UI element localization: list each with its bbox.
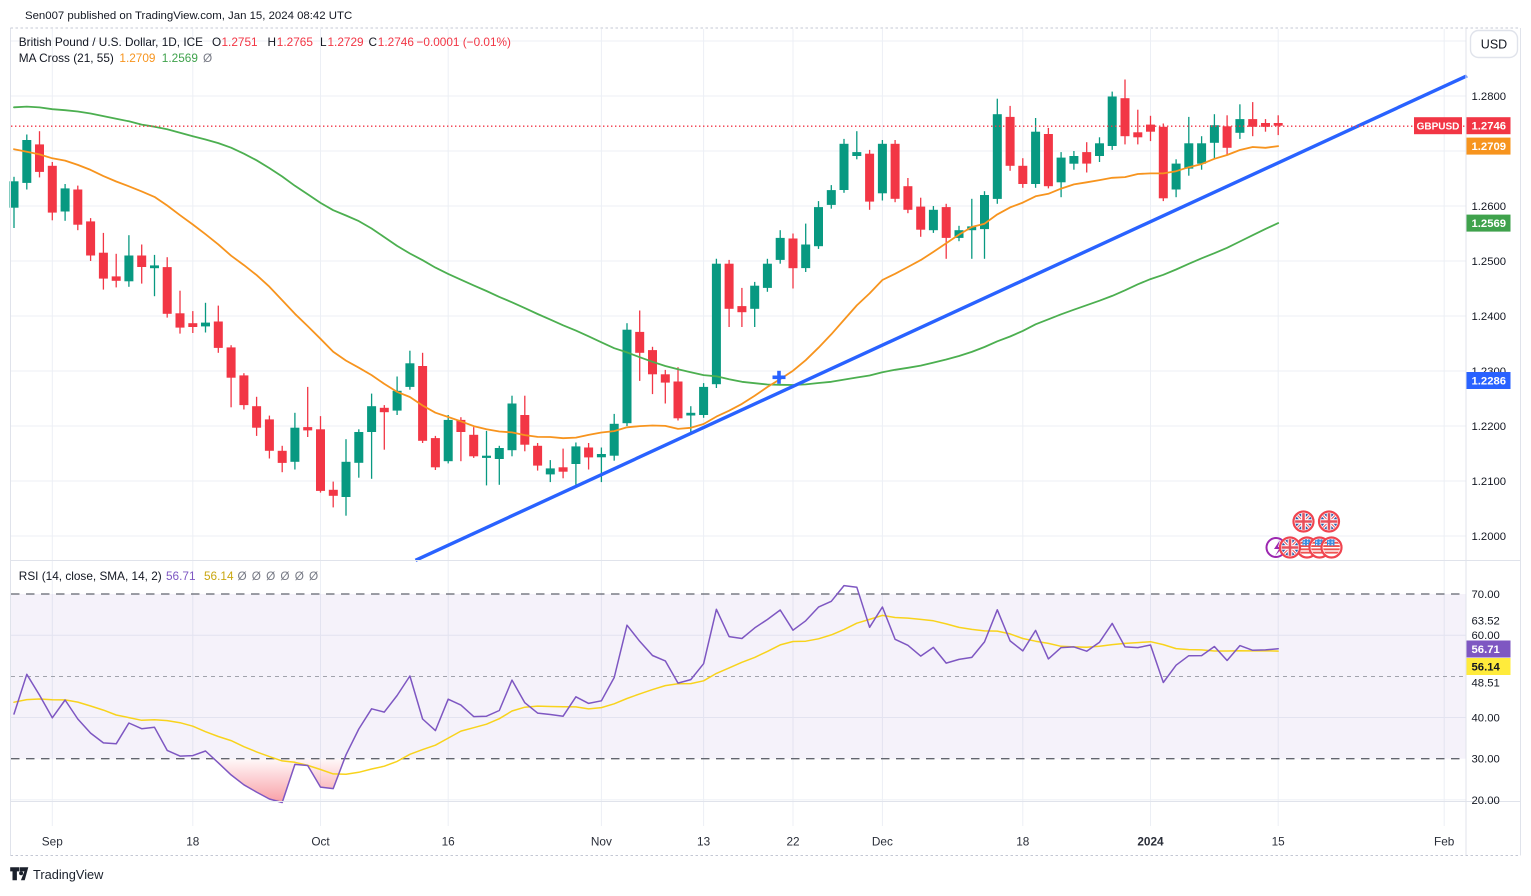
svg-text:70.00: 70.00	[1472, 589, 1500, 601]
svg-text:Oct: Oct	[311, 835, 330, 849]
svg-text:Sen007 published on TradingVie: Sen007 published on TradingView.com, Jan…	[25, 10, 352, 22]
svg-text:1.2500: 1.2500	[1472, 256, 1507, 268]
svg-text:1.2286: 1.2286	[1472, 376, 1507, 388]
svg-text:1.2000: 1.2000	[1472, 531, 1507, 543]
svg-text:1.2200: 1.2200	[1472, 421, 1507, 433]
svg-text:15: 15	[1272, 835, 1286, 849]
svg-text:TradingView: TradingView	[33, 867, 104, 882]
svg-text:30.00: 30.00	[1472, 754, 1500, 766]
svg-text:RSI (14, close, SMA, 14, 2)56.: RSI (14, close, SMA, 14, 2) 56.71 56.14 Ø Ø Ø…	[19, 569, 318, 583]
svg-text:18: 18	[1016, 835, 1030, 849]
svg-text:1.2100: 1.2100	[1472, 476, 1507, 488]
svg-text:1.2709: 1.2709	[1472, 141, 1507, 153]
svg-text:1.2400: 1.2400	[1472, 311, 1507, 323]
svg-text:GBPUSD: GBPUSD	[1417, 122, 1460, 133]
svg-text:Feb: Feb	[1434, 835, 1455, 849]
svg-text:13: 13	[697, 835, 711, 849]
svg-text:20.00: 20.00	[1472, 795, 1500, 807]
svg-text:16: 16	[442, 835, 456, 849]
svg-text:63.52: 63.52	[1472, 616, 1500, 628]
svg-text:56.71: 56.71	[1472, 644, 1500, 656]
svg-text:Sep: Sep	[42, 835, 63, 849]
svg-text:USD: USD	[1481, 38, 1507, 52]
svg-text:British Pound / U.S. Dollar, 1: British Pound / U.S. Dollar, 1D, ICE O1.2…	[19, 35, 511, 49]
svg-text:48.51: 48.51	[1472, 678, 1500, 690]
svg-text:18: 18	[186, 835, 200, 849]
svg-text:1.2569: 1.2569	[1472, 218, 1507, 230]
svg-text:Dec: Dec	[872, 835, 893, 849]
svg-text:1.2746: 1.2746	[1472, 121, 1507, 133]
svg-text:Nov: Nov	[591, 835, 612, 849]
svg-text:1.2600: 1.2600	[1472, 201, 1507, 213]
svg-text:56.14: 56.14	[1472, 662, 1501, 674]
svg-text:2024: 2024	[1137, 835, 1164, 849]
svg-text:60.00: 60.00	[1472, 630, 1500, 642]
svg-text:1.2800: 1.2800	[1472, 91, 1507, 103]
svg-text:40.00: 40.00	[1472, 713, 1500, 725]
svg-text:22: 22	[786, 835, 799, 849]
